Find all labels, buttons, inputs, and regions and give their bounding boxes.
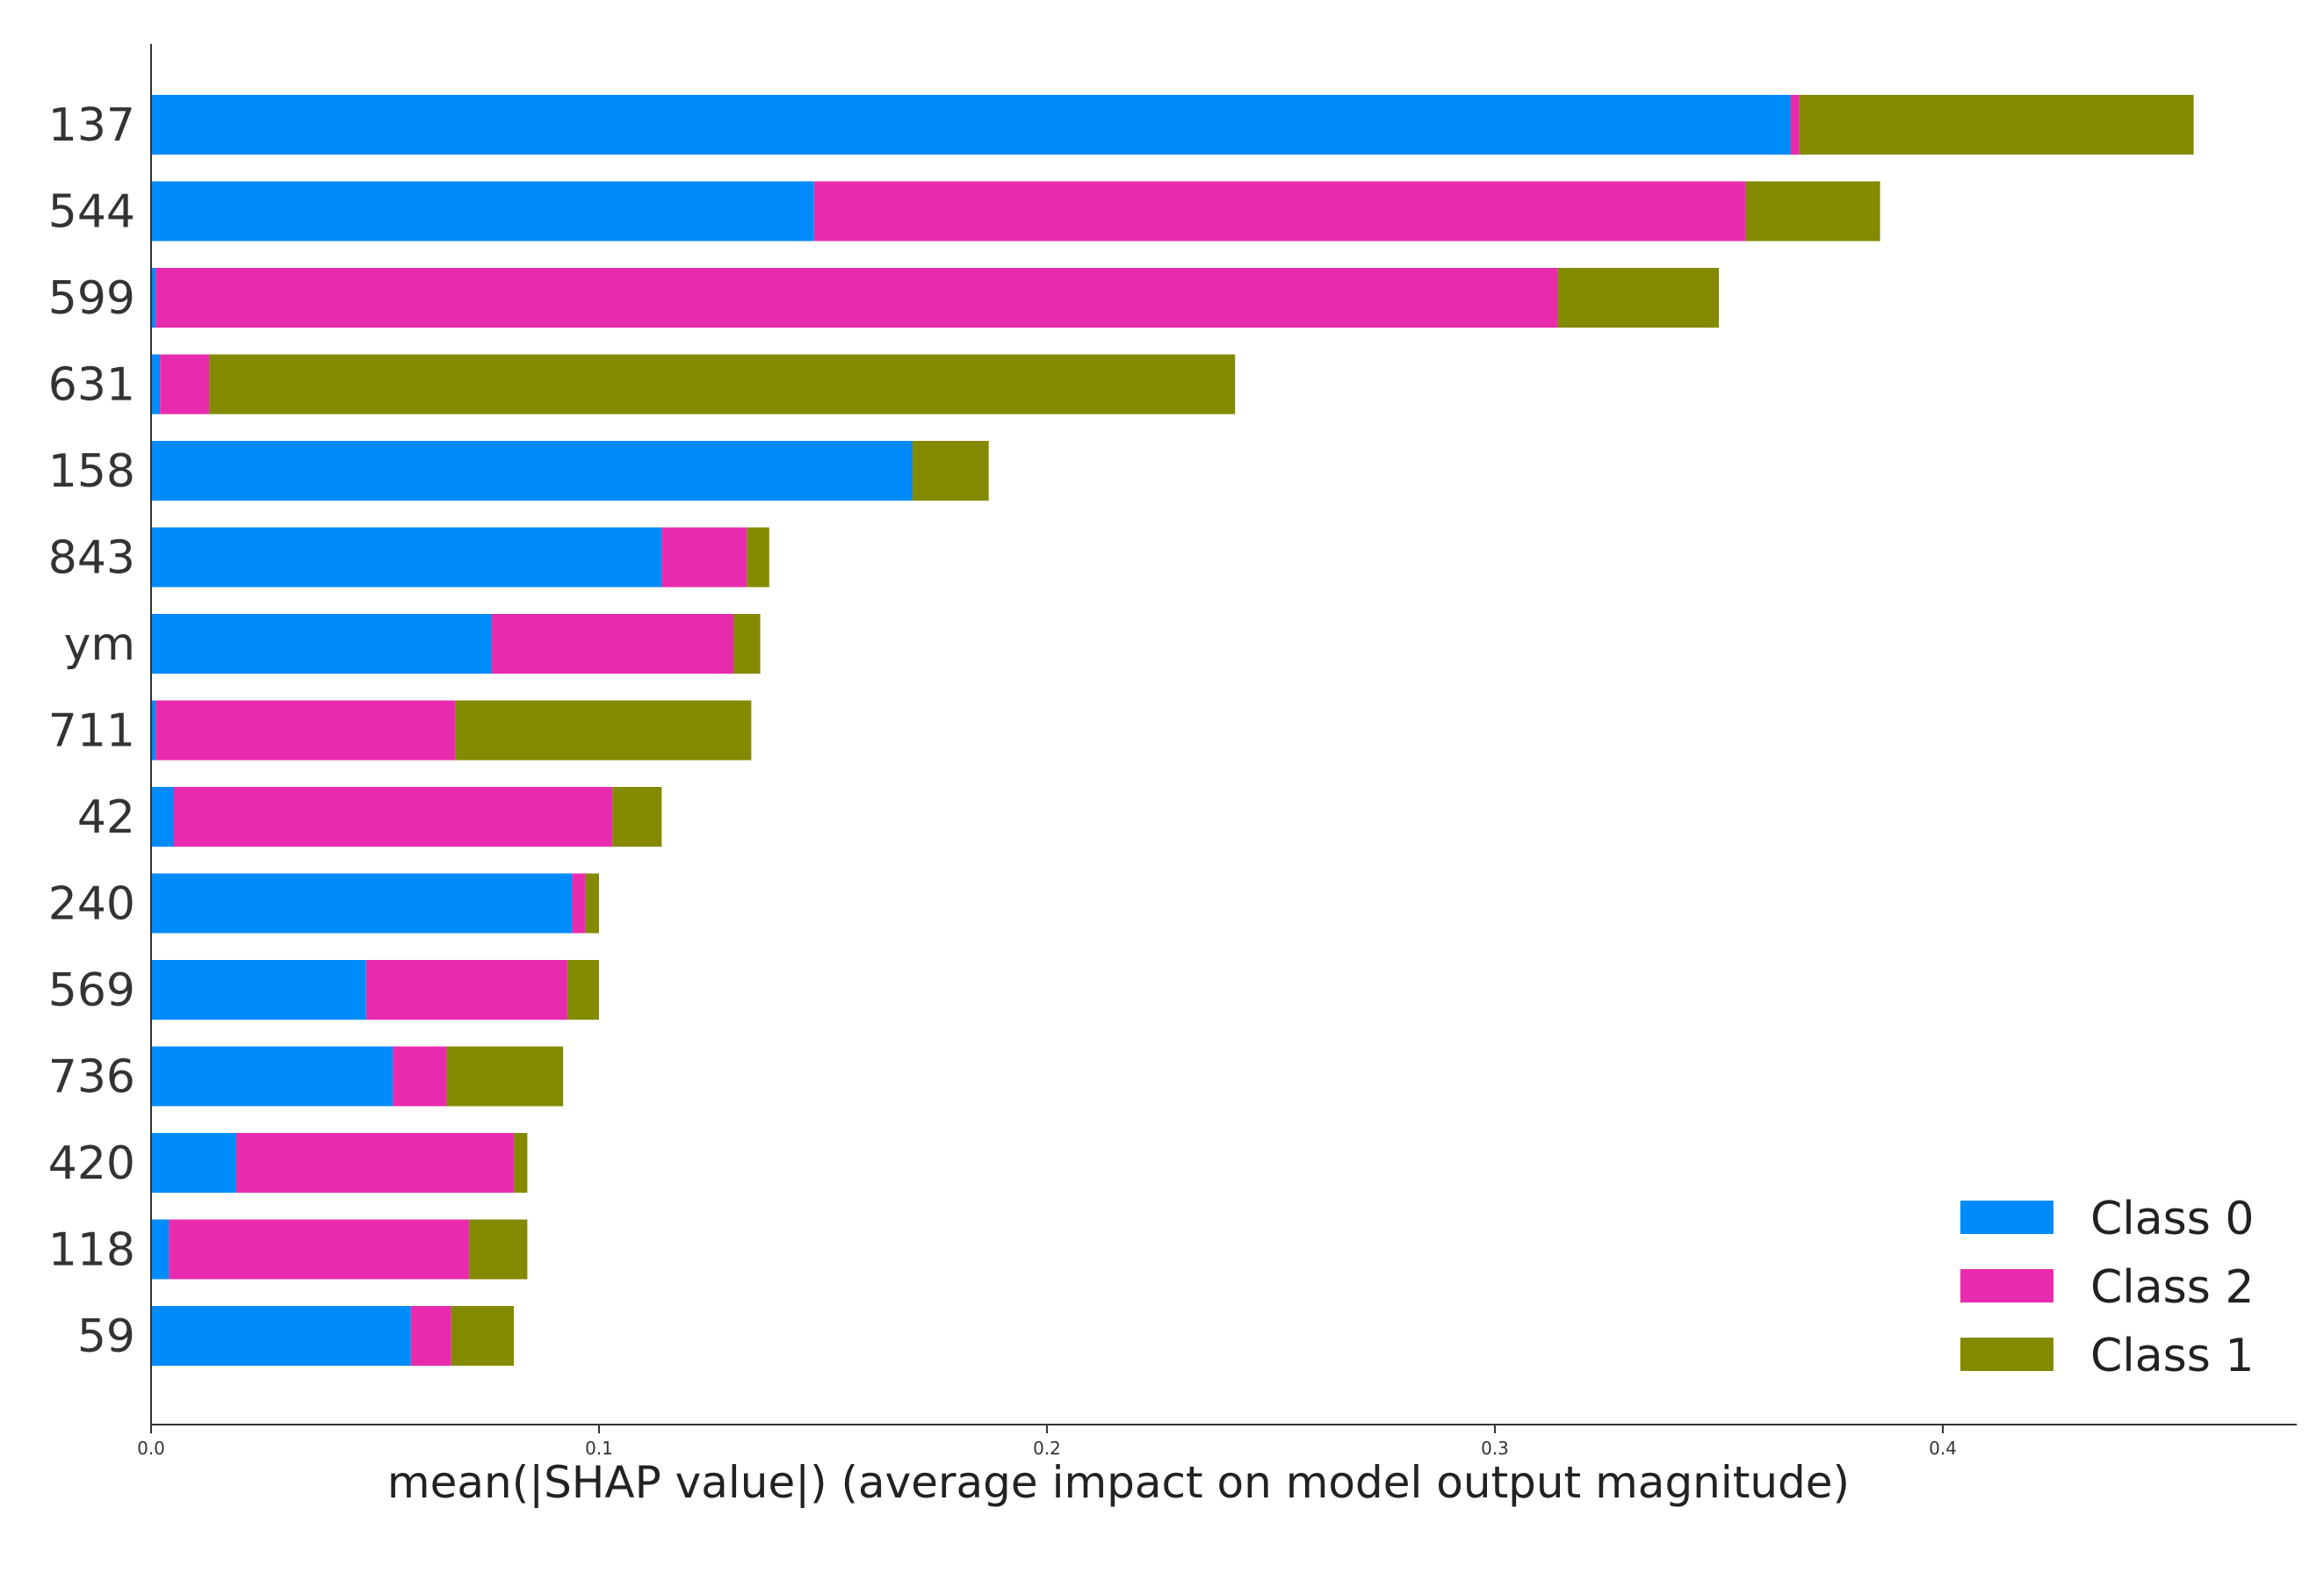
bar-42-class-1	[612, 787, 662, 847]
bar-240-class-0	[151, 873, 573, 934]
bar-59-class-2	[410, 1306, 451, 1366]
y-tick-label: 711	[48, 705, 135, 758]
bar-843-class-1	[747, 527, 769, 588]
bar-158-class-1	[913, 441, 989, 501]
legend-label: Class 0	[2090, 1193, 2254, 1245]
bar-544-class-0	[151, 181, 814, 242]
bar-544-class-2	[813, 181, 1746, 242]
bar-736-class-1	[446, 1046, 564, 1107]
legend-swatch-class-1	[1960, 1338, 2053, 1371]
bar-42-class-0	[151, 787, 174, 847]
y-tick-label: 599	[48, 272, 135, 325]
bar-137-class-2	[1790, 95, 1800, 155]
x-tick-label: 0.4	[1929, 1438, 1957, 1459]
bar-118-class-1	[469, 1219, 528, 1280]
bar-599-class-0	[151, 268, 156, 328]
y-tick-label: 420	[48, 1137, 135, 1190]
bar-569-class-0	[151, 960, 366, 1020]
bar-631-class-0	[151, 354, 161, 415]
y-tick-label: 544	[48, 186, 135, 239]
bar-42-class-2	[173, 787, 613, 847]
x-tick-label: 0.1	[585, 1438, 613, 1459]
legend-swatch-class-0	[1960, 1201, 2053, 1234]
bar-711-class-0	[151, 700, 156, 761]
bar-631-class-1	[209, 354, 1236, 415]
bar-736-class-2	[393, 1046, 447, 1107]
bar-544-class-1	[1745, 181, 1880, 242]
y-tick-label: 59	[77, 1310, 135, 1363]
legend-label: Class 1	[2090, 1330, 2254, 1382]
bar-599-class-2	[155, 268, 1558, 328]
bar-137-class-0	[151, 95, 1791, 155]
bar-137-class-1	[1799, 95, 2194, 155]
bar-843-class-2	[661, 527, 747, 588]
y-tick-label: 569	[48, 964, 135, 1017]
y-tick-label: 736	[48, 1051, 135, 1104]
y-tick-label: 843	[48, 532, 135, 585]
bar-569-class-2	[365, 960, 568, 1020]
bar-420-class-0	[151, 1133, 236, 1193]
y-tick-label: ym	[64, 618, 135, 671]
bar-711-class-2	[155, 700, 456, 761]
x-axis-label: mean(|SHAP value|) (average impact on mo…	[387, 1457, 1850, 1508]
bar-118-class-2	[169, 1219, 470, 1280]
legend-label: Class 2	[2090, 1261, 2254, 1314]
legend: Class 0 Class 2 Class 1	[1960, 1193, 2254, 1382]
legend-swatch-class-2	[1960, 1269, 2053, 1302]
bar-240-class-2	[572, 873, 586, 934]
bar-711-class-1	[455, 700, 752, 761]
bar-736-class-0	[151, 1046, 393, 1107]
y-tick-label: 118	[48, 1224, 135, 1277]
x-tick-label: 0.2	[1033, 1438, 1061, 1459]
x-tick-label: 0.0	[137, 1438, 165, 1459]
bar-158-class-0	[151, 441, 913, 501]
bar-ym-class-0	[151, 614, 492, 674]
x-ticks: 0.0 0.1 0.2 0.3 0.4	[137, 1425, 1957, 1459]
y-tick-label: 158	[48, 445, 135, 498]
bar-420-class-2	[235, 1133, 515, 1193]
bar-ym-class-1	[733, 614, 761, 674]
bar-420-class-1	[514, 1133, 528, 1193]
y-tick-labels: 137 544 599 631 158 843 ym 711 42 240 569 736 420 118…	[48, 99, 135, 1363]
bar-ym-class-2	[491, 614, 733, 674]
y-tick-label: 631	[48, 359, 135, 412]
bar-843-class-0	[151, 527, 662, 588]
bar-240-class-1	[585, 873, 599, 934]
bar-118-class-0	[151, 1219, 170, 1280]
x-tick-label: 0.3	[1481, 1438, 1509, 1459]
bars-group	[151, 95, 2194, 1366]
bar-59-class-0	[151, 1306, 411, 1366]
bar-599-class-1	[1557, 268, 1719, 328]
y-tick-label: 137	[48, 99, 135, 152]
bar-631-class-2	[160, 354, 210, 415]
y-tick-label: 240	[48, 878, 135, 931]
y-tick-label: 42	[77, 791, 135, 844]
bar-59-class-1	[451, 1306, 515, 1366]
bar-569-class-1	[567, 960, 599, 1020]
